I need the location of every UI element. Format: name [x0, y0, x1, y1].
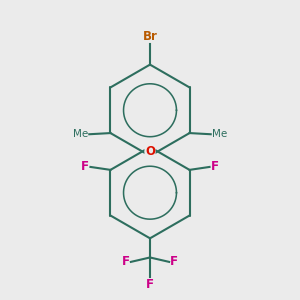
Text: F: F [122, 255, 130, 268]
Text: F: F [211, 160, 219, 173]
Text: Br: Br [142, 29, 158, 43]
Text: F: F [81, 160, 89, 173]
Text: F: F [170, 255, 178, 268]
Text: F: F [146, 278, 154, 291]
Text: Me: Me [73, 129, 88, 139]
Text: O: O [145, 145, 155, 158]
Text: Me: Me [212, 129, 227, 139]
